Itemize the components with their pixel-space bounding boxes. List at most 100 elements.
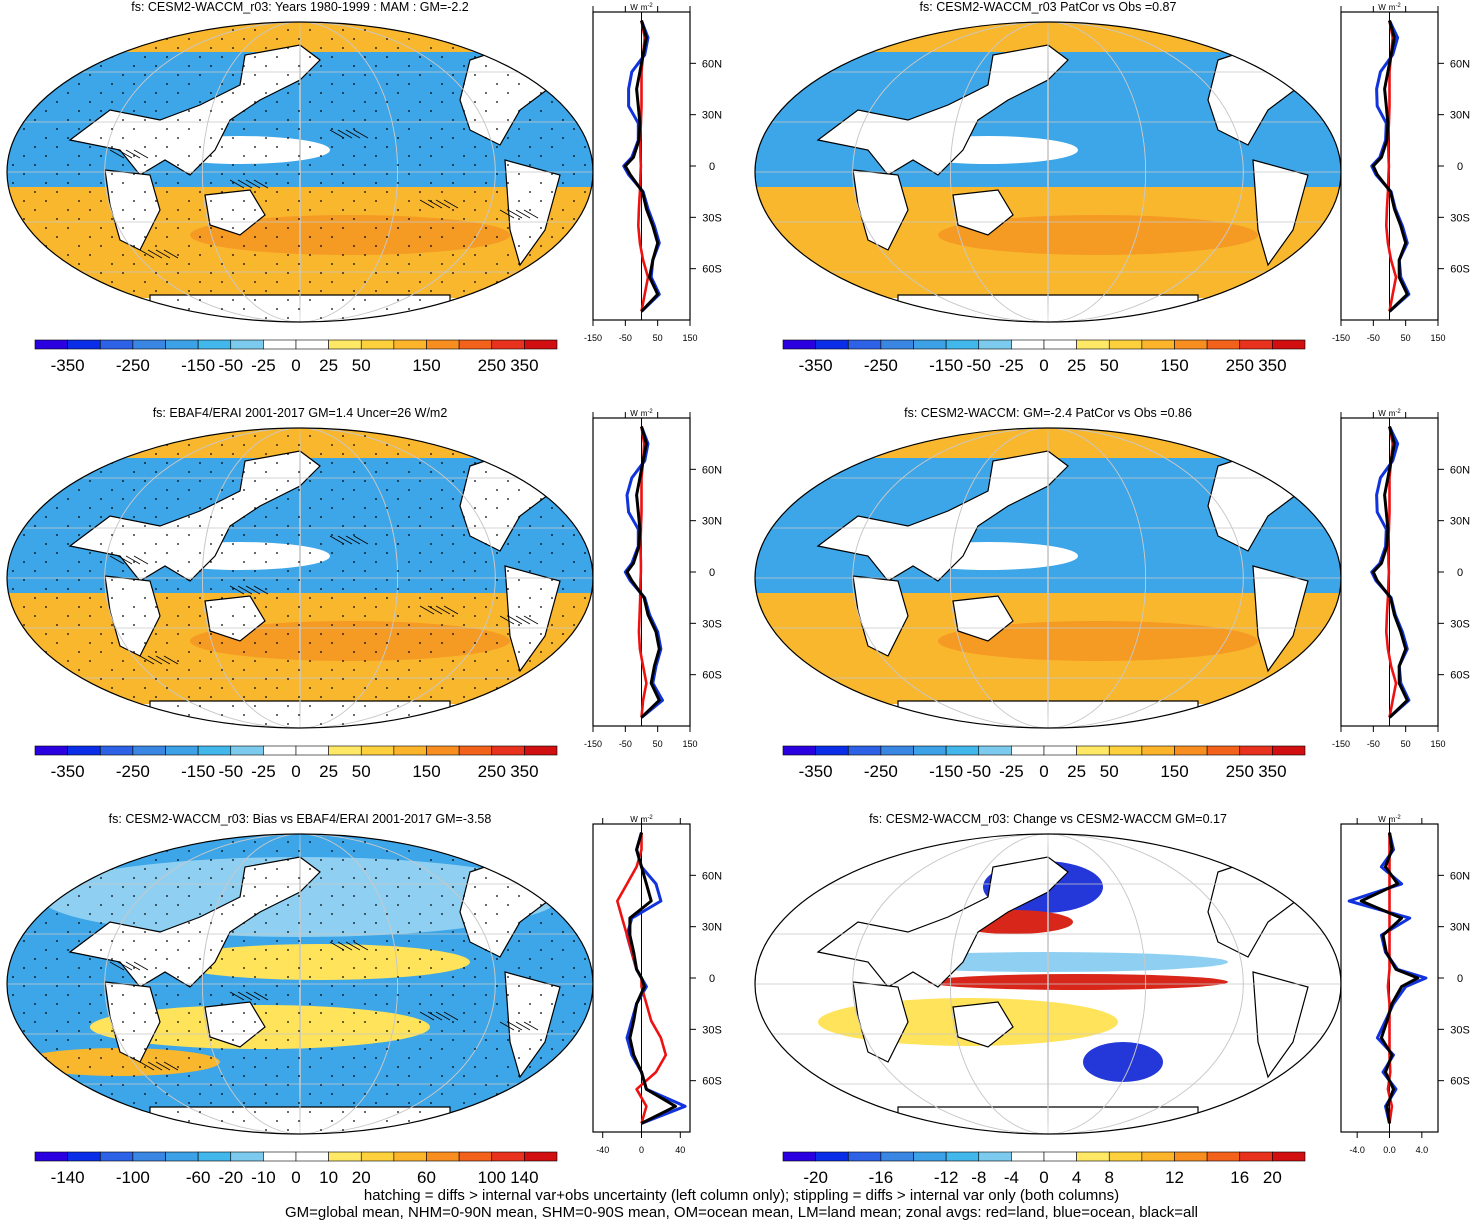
colorbar-swatch xyxy=(945,1151,980,1162)
x-tick-label: 150 xyxy=(682,333,697,343)
panel-figure: -20 -16 -12 -8 -4 0 4 8 12 16 20 W m-2 -4.0 0.0 4.0 60N 3… xyxy=(754,815,1470,1187)
continent-3 xyxy=(952,1001,1014,1048)
continent-2 xyxy=(852,575,909,657)
profile-line-all xyxy=(623,20,660,313)
colorbar-label: -350 xyxy=(51,762,85,781)
lat-tick-label: 30N xyxy=(1450,516,1470,528)
x-tick-label: 0.0 xyxy=(1383,1145,1396,1155)
colorbar-label: 250 xyxy=(1226,762,1254,781)
colorbar-swatch xyxy=(491,745,525,756)
x-tick-label: -4.0 xyxy=(1349,1145,1365,1155)
colorbar-label: 150 xyxy=(412,356,440,375)
colorbar-label: -250 xyxy=(116,762,150,781)
lat-tick-label: 0 xyxy=(709,567,715,579)
x-tick-label: 50 xyxy=(1401,333,1411,343)
colorbar-label: -10 xyxy=(251,1168,276,1187)
colorbar-swatch xyxy=(426,745,460,756)
colorbar-label: -50 xyxy=(218,762,243,781)
colorbar-swatch xyxy=(1206,1151,1241,1162)
colorbar-swatch xyxy=(295,745,329,756)
lat-tick-label: 60N xyxy=(1450,58,1470,70)
colorbar-swatch xyxy=(945,339,980,350)
figure-panel-3: fs: EBAF4/ERAI 2001-2017 GM=1.4 Uncer=26… xyxy=(0,406,740,811)
lat-tick-label: 60S xyxy=(702,670,722,682)
x-tick-label: 0 xyxy=(639,1145,644,1155)
colorbar-swatch xyxy=(132,339,166,350)
colorbar-swatch xyxy=(1108,745,1143,756)
colorbar-swatch xyxy=(491,339,525,350)
colorbar-label: -350 xyxy=(799,356,833,375)
hatching xyxy=(109,129,539,259)
colorbar-label: 50 xyxy=(352,356,371,375)
colorbar-swatch xyxy=(978,339,1012,350)
profile-line-all xyxy=(625,426,661,719)
colorbar-label: 25 xyxy=(1067,762,1086,781)
colorbar-swatch xyxy=(1206,339,1241,350)
lat-tick-label: 30S xyxy=(702,1024,722,1036)
colorbar-swatch xyxy=(1272,339,1306,350)
colorbar-swatch xyxy=(426,339,460,350)
colorbar-label: 8 xyxy=(1105,1168,1114,1187)
colorbar-swatch xyxy=(99,1151,134,1162)
colorbar-label: 350 xyxy=(1258,762,1286,781)
colorbar-label: -150 xyxy=(181,356,215,375)
colorbar-swatch xyxy=(197,745,232,756)
southern-band xyxy=(190,621,510,661)
profile-line-ocean xyxy=(1347,832,1428,1124)
colorbar-label: -4 xyxy=(1004,1168,1019,1187)
colorbar-swatch xyxy=(1272,1151,1306,1162)
colorbar-label: 250 xyxy=(478,356,506,375)
lat-tick-label: 60S xyxy=(702,1076,722,1088)
colorbar-swatch xyxy=(458,1151,493,1162)
colorbar-swatch xyxy=(1108,1151,1143,1162)
graticule xyxy=(7,22,593,322)
colorbar-swatch xyxy=(1239,745,1273,756)
x-tick-label: -50 xyxy=(619,739,632,749)
colorbar-label: 50 xyxy=(352,762,371,781)
colorbar-label: 140 xyxy=(510,1168,538,1187)
colorbar-swatch xyxy=(491,1151,525,1162)
colorbar-label: -25 xyxy=(251,356,276,375)
global-map xyxy=(754,427,1342,729)
figure-panel-1: fs: CESM2-WACCM_r03: Years 1980-1999 : M… xyxy=(0,0,740,405)
continent-3 xyxy=(204,595,266,642)
colorbar-label: 0 xyxy=(1039,1168,1048,1187)
continent-5 xyxy=(504,971,561,1079)
figure-panel-5: fs: CESM2-WACCM_r03: Bias vs EBAF4/ERAI … xyxy=(0,812,740,1217)
profile-line-all xyxy=(1359,832,1420,1124)
colorbar-swatch xyxy=(1174,339,1208,350)
lat-tick-label: 60S xyxy=(1450,670,1470,682)
colorbar-swatch xyxy=(197,339,232,350)
colorbar-swatch xyxy=(67,1151,101,1162)
colorbar-label: 16 xyxy=(1230,1168,1249,1187)
colorbar: -350 -250 -150 -50 -25 0 25 50 150 250 350 xyxy=(34,339,558,375)
figure-panel-6: fs: CESM2-WACCM_r03: Change vs CESM2-WAC… xyxy=(748,812,1483,1217)
colorbar-swatch xyxy=(197,1151,232,1162)
colorbar-swatch xyxy=(782,1151,816,1162)
colorbar-swatch xyxy=(328,745,362,756)
colorbar-swatch xyxy=(393,1151,427,1162)
lat-tick-label: 0 xyxy=(1457,973,1463,985)
lat-tick-label: 60N xyxy=(702,870,722,882)
colorbar-label: -100 xyxy=(116,1168,150,1187)
colorbar-label: 4 xyxy=(1072,1168,1081,1187)
continent-2 xyxy=(852,169,909,251)
x-tick-label: -50 xyxy=(1367,739,1380,749)
lat-tick-label: 0 xyxy=(1457,161,1463,173)
colorbar-swatch xyxy=(230,339,264,350)
colorbar-swatch xyxy=(1141,1151,1175,1162)
colorbar-swatch xyxy=(880,339,914,350)
colorbar-label: -50 xyxy=(218,356,243,375)
colorbar-swatch xyxy=(132,1151,166,1162)
lat-tick-label: 0 xyxy=(709,973,715,985)
colorbar-swatch xyxy=(1011,339,1045,350)
colorbar-label: 250 xyxy=(1226,356,1254,375)
figure-panel-4: fs: CESM2-WACCM: GM=-2.4 PatCor vs Obs =… xyxy=(748,406,1483,811)
